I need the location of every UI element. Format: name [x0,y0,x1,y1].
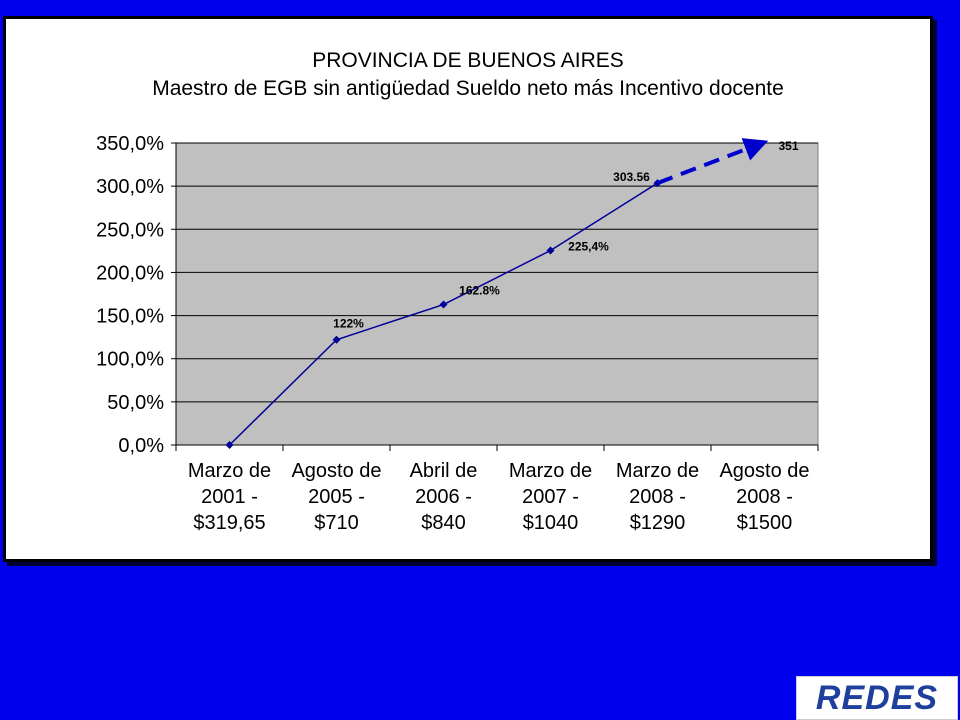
y-tick-label: 150,0% [96,306,164,328]
y-tick-label: 0,0% [118,435,164,457]
y-tick-label: 350,0% [96,133,164,155]
data-point [225,441,234,449]
data-point [439,300,448,309]
data-point [546,246,555,255]
x-tick-label: Marzo de 2001 -$319,65 [188,460,271,534]
y-tick-label: 200,0% [96,262,164,284]
projection-arrow [656,138,769,185]
data-point [332,335,341,344]
data-label: 225,4% [568,240,609,254]
y-tick-label: 300,0% [96,176,164,198]
y-tick-label: 100,0% [96,349,164,371]
x-tick-label: Agosto de 2008 -$1500 [719,460,809,534]
redes-logo: REDES [796,676,958,720]
x-tick-label: Agosto de 2005 -$710 [291,460,381,534]
line-chart: PROVINCIA DE BUENOS AIRES Maestro de EGB … [96,49,819,534]
chart-title: PROVINCIA DE BUENOS AIRES [312,49,624,72]
data-label: 162.8% [459,284,500,298]
projection-label: 351 [778,139,798,153]
y-tick-label: 50,0% [107,392,164,414]
plot-area [175,142,819,446]
y-tick-label: 250,0% [96,219,164,241]
x-tick-label: Marzo de 2008 -$1290 [616,460,699,534]
logo-text: REDES [815,679,939,717]
chart-subtitle: Maestro de EGB sin antigüedad Sueldo net… [152,77,784,100]
data-label: 303.56 [613,170,650,184]
chart-frame: PROVINCIA DE BUENOS AIRES Maestro de EGB … [3,16,933,562]
data-label: 122% [333,317,364,331]
x-tick-label: Marzo de 2007 -$1040 [509,460,592,534]
x-tick-label: Abril de 2006 -$840 [410,460,478,534]
